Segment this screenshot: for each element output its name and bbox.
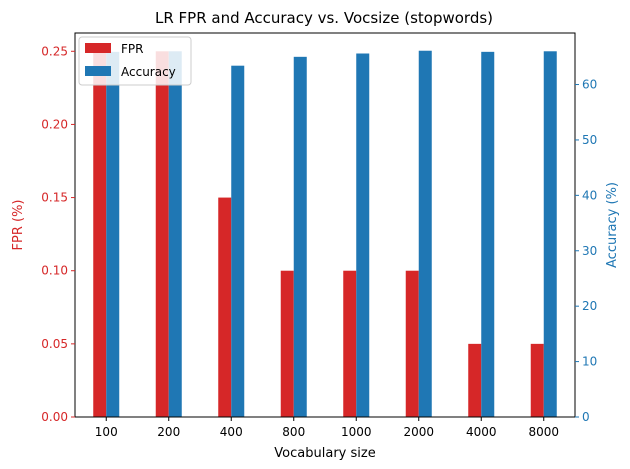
left-axis-label: FPR (%)	[11, 200, 26, 251]
x-tick-label: 1000	[341, 425, 372, 439]
chart-title: LR FPR and Accuracy vs. Vocsize (stopwor…	[155, 9, 493, 27]
legend-swatch-accuracy	[85, 66, 111, 76]
left-tick-label: 0.15	[41, 191, 68, 205]
left-tick-label: 0.05	[41, 337, 68, 351]
bar-accuracy-100	[106, 51, 120, 417]
right-tick-label: 40	[582, 188, 597, 202]
right-tick-label: 20	[582, 299, 597, 313]
bar-accuracy-1000	[356, 53, 370, 417]
legend-swatch-fpr	[85, 43, 111, 53]
bar-accuracy-2000	[418, 50, 432, 418]
bar-fpr-8000	[530, 343, 544, 417]
bar-accuracy-200	[168, 51, 182, 418]
right-tick-label: 30	[582, 244, 597, 258]
left-tick-label: 0.00	[41, 410, 68, 424]
legend-label-fpr: FPR	[121, 42, 143, 56]
left-tick-label: 0.10	[41, 264, 68, 278]
bar-fpr-200	[155, 51, 169, 418]
left-tick-label: 0.25	[41, 44, 68, 58]
legend: FPR Accuracy	[78, 36, 192, 86]
x-tick-label: 400	[220, 425, 243, 439]
x-tick-label: 4000	[466, 425, 497, 439]
bar-accuracy-8000	[543, 51, 557, 418]
bar-accuracy-400	[231, 65, 245, 418]
plot-area	[74, 32, 576, 418]
bar-fpr-1000	[343, 270, 357, 417]
x-tick-label: 8000	[528, 425, 559, 439]
bar-fpr-400	[218, 197, 232, 417]
bar-fpr-4000	[468, 343, 482, 417]
bar-accuracy-4000	[481, 51, 495, 417]
left-axis-ticks: 0.00 0.05 0.10 0.15 0.20 0.25	[41, 44, 75, 424]
x-tick-label: 100	[95, 425, 118, 439]
bar-accuracy-800	[293, 56, 307, 417]
right-tick-label: 60	[582, 78, 597, 92]
bar-fpr-2000	[405, 270, 419, 417]
bar-fpr-100	[93, 51, 107, 418]
x-axis-label: Vocabulary size	[274, 446, 375, 461]
x-tick-label: 200	[157, 425, 180, 439]
right-tick-label: 50	[582, 133, 597, 147]
right-tick-label: 10	[582, 355, 597, 369]
left-tick-label: 0.20	[41, 117, 68, 131]
right-axis-ticks: 0 10 20 30 40 50 60	[575, 78, 597, 424]
plot-frame	[74, 32, 576, 418]
bars	[93, 50, 557, 418]
x-tick-label: 800	[282, 425, 305, 439]
right-axis-label: Accuracy (%)	[605, 182, 620, 268]
right-tick-label: 0	[582, 410, 590, 424]
bar-fpr-800	[280, 270, 294, 417]
x-tick-label: 2000	[403, 425, 434, 439]
x-axis-ticks: 100 200 400 800 1000 2000 4000 8000	[95, 417, 559, 439]
legend-label-accuracy: Accuracy	[121, 65, 176, 79]
